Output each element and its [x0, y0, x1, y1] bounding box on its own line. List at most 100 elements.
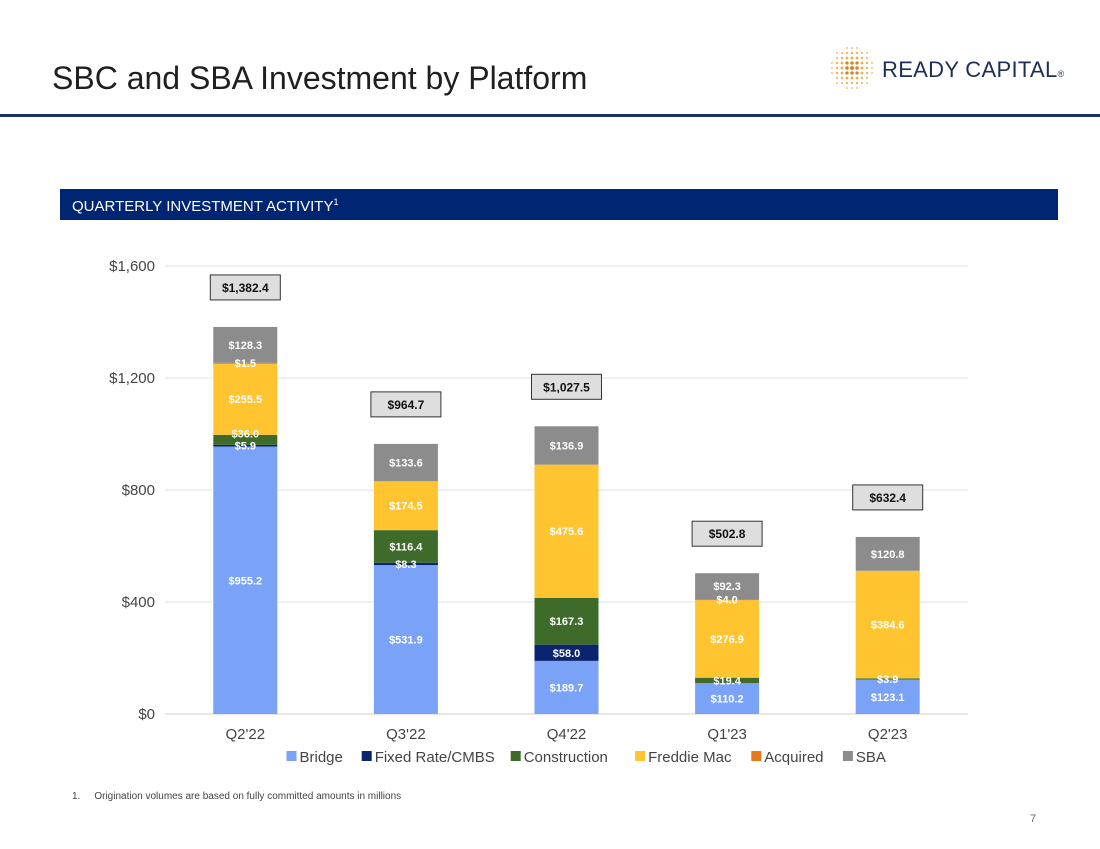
logo-dot [865, 61, 869, 65]
logo-dot [845, 51, 849, 55]
bar-segment [213, 434, 278, 445]
company-logo: READY CAPITAL® [828, 44, 1064, 94]
logo-dot [845, 81, 849, 85]
x-tick-label: Q1'23 [707, 726, 747, 743]
logo-dot [865, 71, 869, 75]
logo-dot [845, 61, 849, 65]
logo-dot [840, 61, 844, 65]
logo-dot [860, 71, 864, 75]
data-label: $92.3 [713, 581, 741, 593]
footnote-number: 1. [72, 791, 81, 802]
y-tick-label: $1,200 [109, 370, 155, 387]
total-label-box [852, 484, 924, 511]
logo-dot [836, 52, 838, 54]
legend-swatch [842, 751, 853, 761]
footnote: 1. Origination volumes are based on fully… [72, 791, 401, 802]
logo-dot [846, 47, 848, 49]
logo-dot [840, 71, 844, 75]
logo-dot [871, 67, 873, 69]
data-label: $19.4 [713, 675, 741, 687]
total-label-box [531, 373, 602, 400]
bar-segment [534, 660, 599, 714]
data-label: $384.6 [871, 620, 905, 632]
legend-label: Bridge [300, 749, 343, 766]
data-label: $110.2 [711, 694, 744, 706]
logo-dot [836, 82, 838, 84]
logo-dot [866, 77, 868, 79]
bar-segment [534, 464, 599, 598]
data-label: $36.0 [232, 429, 260, 441]
logo-dot [845, 56, 849, 60]
data-label: $136.9 [550, 440, 584, 452]
bar-segment [534, 597, 599, 645]
logo-dot [846, 87, 848, 89]
logo-dot [855, 56, 859, 60]
stacked-bar-chart: $0 $400 $800 $1,200 $1,600 $955.2 $5.9$36.0 $25… [109, 258, 968, 766]
logo-dot [850, 51, 854, 55]
logo-dot [840, 56, 844, 60]
x-tick-label: Q3'22 [386, 726, 426, 743]
total-label: $1,027.5 [543, 380, 590, 394]
data-label: $174.5 [389, 501, 423, 513]
bar-segment [213, 362, 278, 364]
data-label: $120.8 [871, 549, 905, 561]
logo-dot [855, 76, 859, 80]
bar-segment [213, 326, 278, 363]
logo-dot [850, 61, 854, 65]
logo-dot [855, 81, 859, 85]
logo-dot [856, 87, 858, 89]
logo-dot [845, 71, 849, 75]
bar-segment [855, 679, 920, 714]
total-label-box [691, 520, 763, 547]
logo-dot [851, 47, 853, 49]
data-label: $5.9 [235, 441, 256, 453]
data-label: $133.6 [389, 458, 423, 470]
section-header-bar: QUARTERLY INVESTMENT ACTIVITY1 [60, 189, 1058, 220]
legend-label: Construction [524, 749, 608, 766]
x-tick-label: Q2'22 [226, 726, 266, 743]
legend-swatch [635, 751, 646, 761]
bar-segment [373, 443, 438, 482]
x-tick-label: Q4'22 [547, 726, 587, 743]
bar-segment [855, 536, 920, 571]
total-label: $502.8 [709, 527, 746, 541]
logo-dot [855, 71, 859, 75]
logo-dot [855, 61, 859, 65]
logo-dot [860, 76, 864, 80]
logo-dot [860, 66, 864, 70]
logo-text: READY CAPITAL [882, 57, 1058, 82]
legend-swatch [286, 751, 297, 761]
bar-segment [695, 677, 760, 684]
bar-segment [213, 363, 278, 435]
logo-dot [831, 62, 833, 64]
y-tick-label: $1,600 [109, 258, 155, 275]
data-label: $123.1 [871, 692, 905, 704]
bar-segment [534, 426, 599, 465]
data-label: $128.3 [228, 340, 262, 352]
bar-segment [855, 570, 920, 679]
data-label: $955.2 [228, 575, 262, 587]
footnote-text: Origination volumes are based on fully c… [94, 791, 402, 802]
logo-dot [850, 71, 854, 75]
logo-dot [866, 57, 868, 59]
logo-dot [836, 77, 838, 79]
total-label: $964.7 [388, 398, 425, 412]
logo-dot [865, 66, 869, 70]
bar-segment [373, 565, 438, 714]
logo-dot [835, 61, 839, 65]
bar-segment [373, 562, 438, 566]
logo-dot [855, 66, 859, 70]
logo-dot [871, 72, 873, 74]
legend-label: Fixed Rate/CMBS [375, 749, 495, 766]
logo-dot [866, 82, 868, 84]
legend-swatch [751, 751, 762, 761]
logo-dot [835, 66, 839, 70]
legend-swatch [510, 751, 521, 761]
y-tick-label: $800 [122, 482, 155, 499]
data-label: $58.0 [553, 648, 581, 660]
logo-dot [855, 51, 859, 55]
logo-dot [871, 62, 873, 64]
logo-dot [860, 61, 864, 65]
logo-dot [835, 71, 839, 75]
bar-segment [695, 600, 760, 678]
